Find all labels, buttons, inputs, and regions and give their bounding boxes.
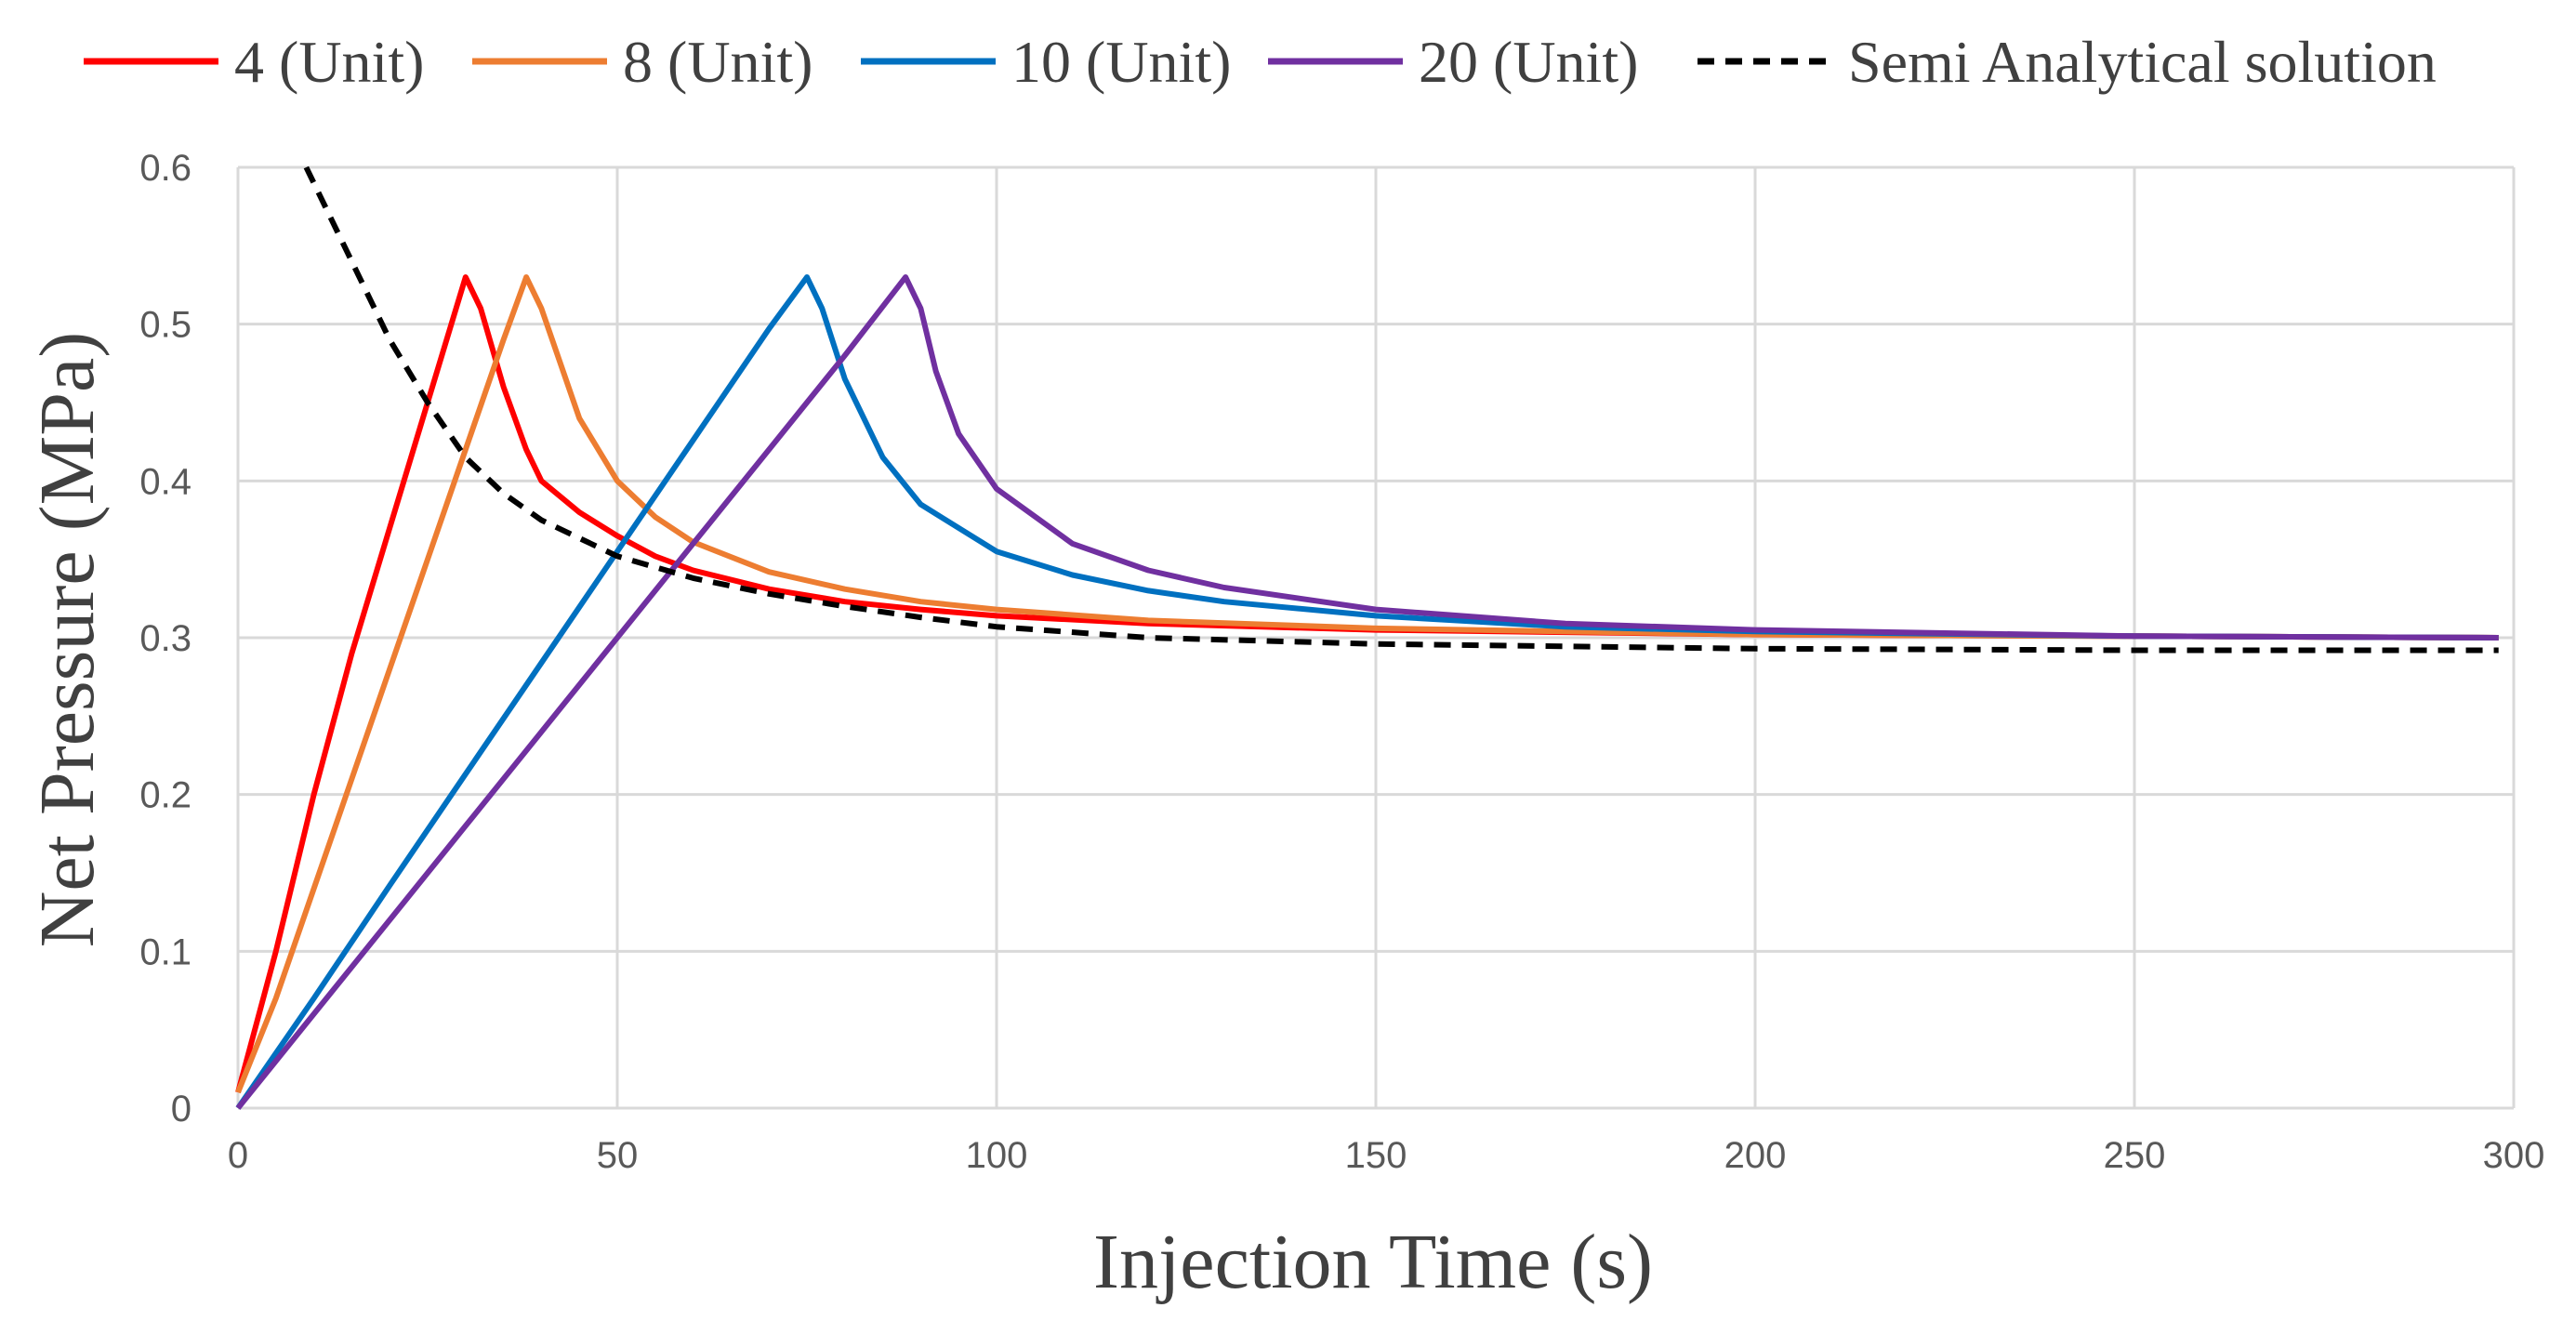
x-tick-label: 200 [1724,1135,1787,1176]
x-tick-label: 50 [597,1135,639,1176]
legend-label: 10 (Unit) [1011,29,1231,95]
x-axis-label: Injection Time (s) [1093,1219,1653,1305]
legend-label: 8 (Unit) [623,29,812,95]
x-tick-label: 0 [228,1135,248,1176]
x-tick-label: 300 [2483,1135,2545,1176]
x-tick-label: 150 [1345,1135,1407,1176]
legend-label: Semi Analytical solution [1848,29,2437,95]
y-tick-label: 0.5 [139,305,192,346]
y-tick-label: 0.3 [139,618,192,659]
y-axis-label: Net Pressure (MPa) [24,332,111,948]
y-tick-label: 0.4 [139,461,192,502]
y-tick-label: 0 [171,1089,192,1129]
y-tick-label: 0.2 [139,775,192,816]
legend-label: 4 (Unit) [234,29,424,95]
y-tick-label: 0.1 [139,931,192,972]
x-tick-label: 100 [966,1135,1028,1176]
y-tick-label: 0.6 [139,148,192,189]
legend-label: 20 (Unit) [1419,29,1638,95]
x-tick-label: 250 [2104,1135,2166,1176]
